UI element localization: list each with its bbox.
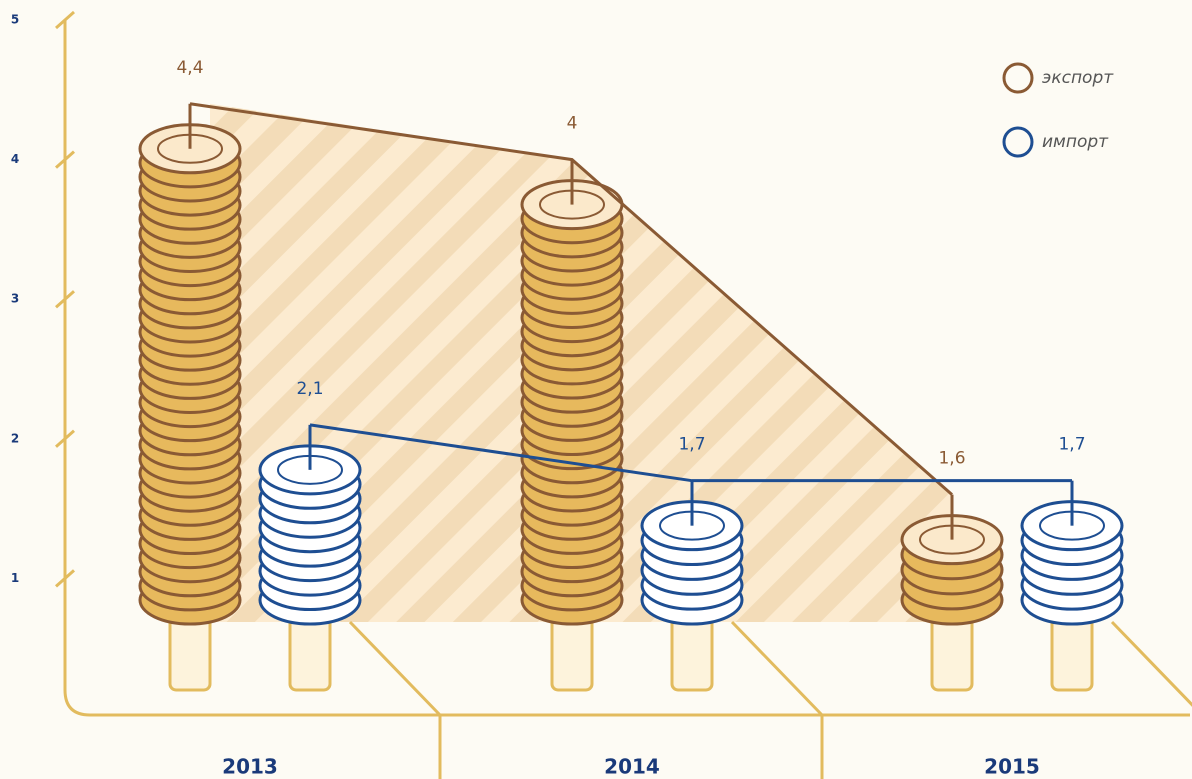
value-label: 4,4	[176, 58, 203, 78]
legend-marker	[1004, 128, 1032, 156]
x-tick-label: 2013	[222, 755, 278, 779]
value-label: 4	[567, 114, 578, 134]
separator	[1112, 622, 1192, 715]
y-tick-label: 2	[11, 431, 19, 445]
y-tick-label: 1	[11, 571, 19, 585]
legend-marker	[1004, 64, 1032, 92]
coin-stack	[1022, 502, 1122, 690]
y-tick-label: 5	[11, 13, 19, 27]
coin-stack	[260, 446, 360, 690]
chart: 1 2 3 4 5 2013 2014 2015 4,4 4 1,6 экспорт 2,1 1,7 1,7…	[0, 0, 1192, 779]
y-tick-label: 3	[11, 292, 19, 306]
separator	[732, 622, 822, 715]
legend-label: импорт	[1042, 132, 1109, 152]
separator	[350, 622, 440, 715]
coin-stack	[140, 125, 240, 690]
coin-stack	[902, 516, 1002, 690]
legend-label: экспорт	[1042, 68, 1114, 88]
coin-stack	[522, 181, 622, 690]
x-tick-label: 2015	[984, 755, 1040, 779]
value-label: 2,1	[296, 379, 323, 399]
coin-stack	[642, 502, 742, 690]
x-tick-label: 2014	[604, 755, 660, 779]
value-label: 1,6	[938, 449, 965, 469]
value-label: 1,7	[678, 435, 705, 455]
value-label: 1,7	[1058, 435, 1085, 455]
y-tick-label: 4	[11, 152, 19, 166]
